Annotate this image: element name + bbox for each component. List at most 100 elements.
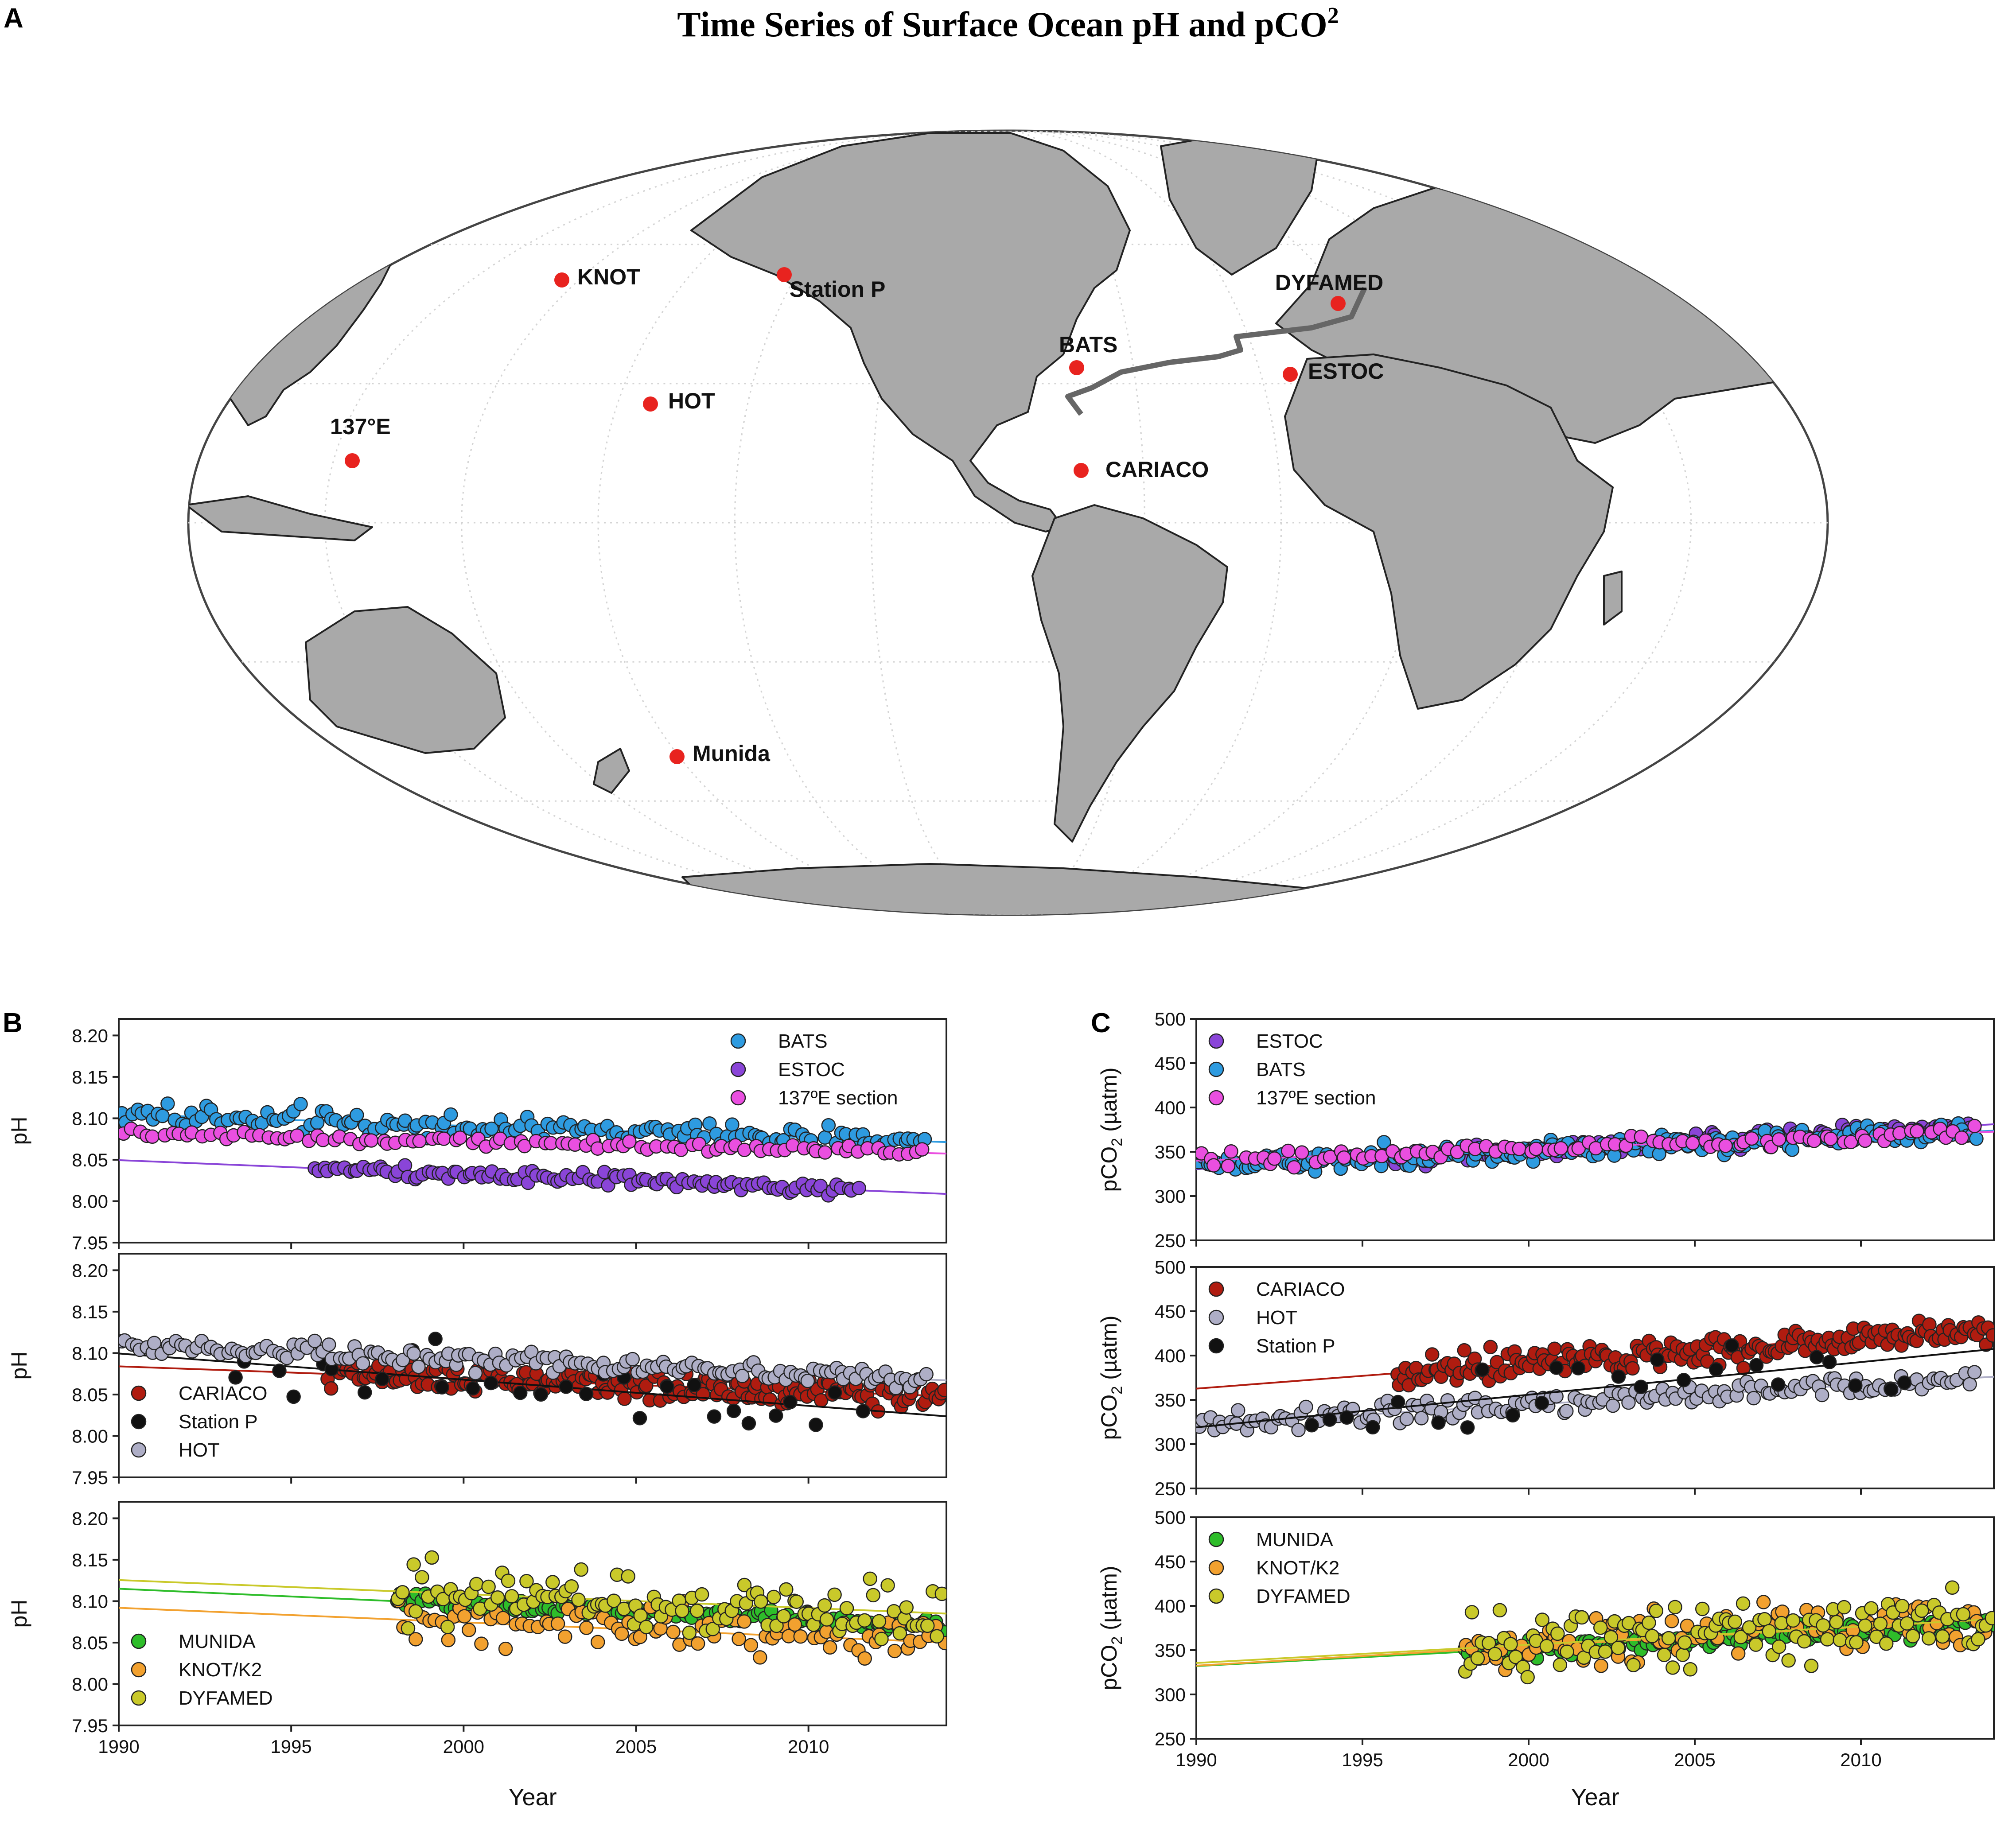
x-tick-label: 2005	[615, 1736, 657, 1757]
station-marker	[1069, 360, 1084, 375]
legend-label: BATS	[778, 1030, 828, 1052]
data-point	[519, 1574, 534, 1589]
data-point	[632, 1411, 647, 1426]
data-points	[119, 1550, 946, 1666]
legend-label: MUNIDA	[1256, 1529, 1333, 1550]
data-point	[1642, 1615, 1656, 1630]
legend-marker	[1208, 1338, 1224, 1354]
data-point	[1685, 1136, 1700, 1150]
data-point	[1762, 1624, 1777, 1639]
data-points	[119, 1332, 946, 1432]
data-point	[1728, 1614, 1742, 1629]
data-point	[863, 1571, 877, 1586]
data-point	[1431, 1415, 1446, 1430]
data-point	[1365, 1420, 1380, 1435]
station-label: KNOT	[577, 264, 640, 289]
data-point	[155, 1108, 170, 1123]
data-point	[1409, 1360, 1424, 1375]
y-tick-label: 7.95	[72, 1715, 108, 1736]
data-point	[1603, 1630, 1619, 1645]
data-point	[1440, 1393, 1455, 1408]
data-point	[1676, 1373, 1691, 1387]
station-marker	[1074, 463, 1089, 478]
data-point	[1879, 1636, 1894, 1651]
data-point	[1267, 1151, 1282, 1166]
data-point	[1414, 1411, 1429, 1426]
legend-label: HOT	[179, 1439, 220, 1461]
data-point	[682, 1625, 697, 1640]
landmass-madagascar	[1603, 571, 1623, 626]
data-point	[1899, 1616, 1915, 1631]
landmass-indonesia	[188, 495, 373, 541]
data-point	[1621, 1395, 1636, 1410]
data-point	[1829, 1615, 1844, 1630]
data-point	[872, 1614, 887, 1629]
data-point	[1549, 1360, 1564, 1375]
data-point	[707, 1409, 722, 1424]
data-point	[1520, 1670, 1535, 1685]
y-tick-label: 8.05	[72, 1384, 108, 1405]
y-axis-label: pCO2 (µatm)	[1097, 1315, 1125, 1440]
data-point	[469, 1577, 484, 1592]
data-point	[1858, 1133, 1872, 1148]
data-point	[490, 1590, 505, 1605]
data-point	[1849, 1635, 1864, 1650]
data-point	[559, 1379, 573, 1394]
data-point	[1985, 1611, 1994, 1626]
data-point	[1709, 1362, 1724, 1377]
data-point	[1820, 1632, 1835, 1647]
x-tick-label: 2005	[1674, 1749, 1715, 1770]
data-point	[1230, 1403, 1245, 1418]
data-point	[1967, 1119, 1982, 1134]
data-point	[776, 1609, 791, 1624]
data-point	[1749, 1358, 1764, 1373]
data-point	[1294, 1145, 1309, 1160]
data-point	[504, 1589, 519, 1604]
y-tick-label: 350	[1155, 1640, 1186, 1661]
station-label: HOT	[668, 389, 715, 413]
data-point	[408, 1604, 423, 1619]
data-point	[375, 1372, 389, 1387]
data-point	[1553, 1141, 1568, 1156]
legend-marker	[1208, 1588, 1224, 1604]
y-tick-label: 8.10	[72, 1108, 108, 1129]
data-point	[440, 1620, 455, 1634]
y-tick-label: 8.05	[72, 1150, 108, 1170]
data-point	[496, 1611, 510, 1625]
data-point	[1935, 1629, 1950, 1644]
data-point	[1645, 1629, 1660, 1644]
station-marker	[1331, 296, 1346, 311]
trend-line	[119, 1352, 946, 1418]
y-axis-label: pCO2 (µatm)	[1097, 1566, 1125, 1690]
data-point	[1905, 1629, 1920, 1644]
legend-marker	[131, 1385, 147, 1401]
data-point	[793, 1629, 808, 1644]
data-point	[461, 1623, 476, 1637]
y-tick-label: 400	[1155, 1097, 1186, 1118]
y-tick-label: 300	[1155, 1684, 1186, 1705]
data-point	[769, 1618, 784, 1633]
data-point	[1677, 1635, 1692, 1650]
panel-c-pco2-charts: 250 300 350 400 450 500 pCO2 (µatm) ESTOC BATS 13…	[1097, 1009, 1995, 1811]
data-point	[880, 1578, 895, 1593]
data-point	[1291, 1422, 1306, 1438]
y-tick-label: 8.15	[72, 1550, 108, 1570]
legend-marker	[1208, 1061, 1224, 1077]
legend-marker	[131, 1633, 147, 1649]
legend: MUNIDA KNOT/K2 DYFAMED	[1208, 1529, 1350, 1607]
y-tick-label: 500	[1155, 1009, 1186, 1030]
data-points	[1196, 1580, 1994, 1685]
data-point	[1206, 1158, 1221, 1173]
data-point	[571, 1593, 586, 1607]
data-point	[1611, 1640, 1626, 1655]
data-point	[1807, 1134, 1821, 1148]
data-point	[754, 1594, 768, 1609]
data-point	[1822, 1355, 1837, 1369]
data-point	[1560, 1644, 1574, 1659]
data-point	[1967, 1365, 1982, 1379]
legend-label: Station P	[179, 1411, 258, 1433]
data-point	[787, 1617, 802, 1632]
legend-label: ESTOC	[778, 1059, 845, 1080]
data-point	[1598, 1644, 1613, 1659]
data-point	[887, 1644, 902, 1659]
